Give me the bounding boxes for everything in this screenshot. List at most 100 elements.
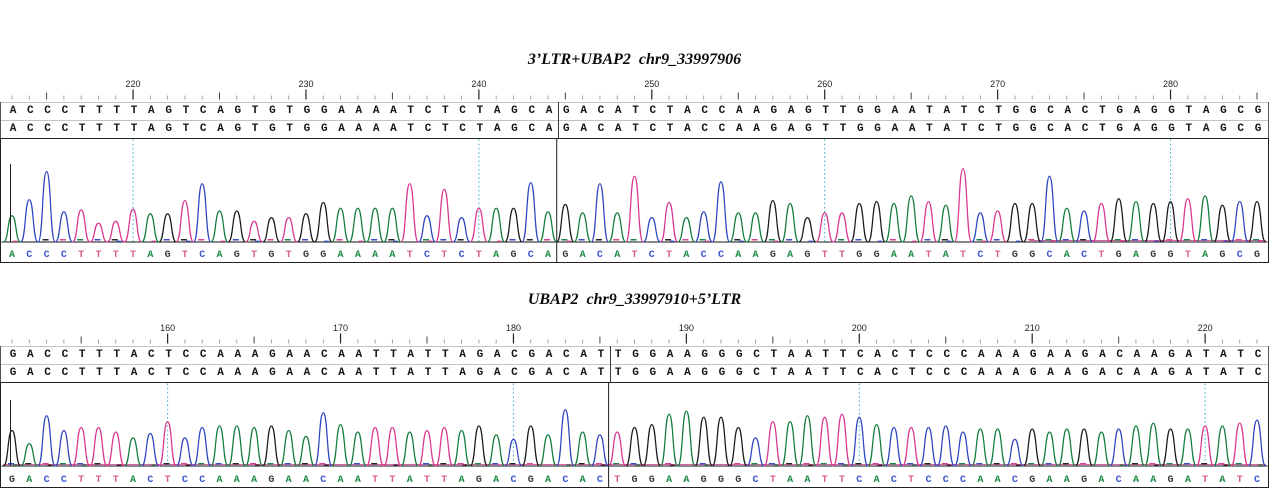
peak-c: [1230, 200, 1249, 243]
baseline-noise-dash: [42, 463, 49, 465]
peak-c: [504, 438, 523, 467]
reference-base: C: [943, 367, 951, 379]
trace-base: C: [649, 250, 655, 261]
trace-base: A: [1133, 250, 1139, 261]
reference-base: A: [338, 105, 345, 117]
reference-base: T: [113, 367, 121, 379]
trace-base: T: [78, 250, 84, 261]
peak-a: [244, 426, 264, 467]
peak-c: [556, 409, 575, 467]
baseline-noise-dash: [59, 463, 66, 465]
reference-base: T: [908, 367, 916, 379]
reference-base: T: [182, 105, 190, 117]
reference-base: A: [891, 105, 899, 117]
baseline-noise-dash: [423, 239, 429, 241]
trace-base: T: [113, 250, 119, 261]
reference-base: A: [217, 349, 224, 361]
peak-g: [850, 202, 869, 243]
reference-base: T: [614, 367, 622, 379]
reference-base: T: [441, 105, 449, 117]
ruler-label: 230: [298, 79, 313, 89]
reference-base: C: [1254, 367, 1262, 379]
trace-base: G: [528, 475, 534, 486]
peak-a: [210, 425, 229, 467]
peak-g: [642, 423, 662, 467]
peak-c: [20, 199, 39, 243]
reference-base: G: [1012, 123, 1020, 135]
peak-a: [780, 202, 800, 243]
peak-a: [1144, 422, 1163, 467]
reference-base: A: [251, 349, 259, 361]
baseline-noise-dash: [704, 240, 710, 242]
peak-a: [486, 434, 506, 467]
peak-a: [988, 428, 1007, 467]
baseline-noise-dash: [457, 239, 464, 241]
trace-base: A: [1064, 250, 1070, 261]
trace-base: C: [718, 250, 724, 261]
baseline-noise-dash: [1045, 239, 1052, 241]
reference-base: C: [182, 349, 190, 361]
reference-base: G: [805, 123, 812, 135]
reference-base: T: [822, 123, 829, 135]
peak-t: [1195, 425, 1215, 467]
peak-a: [1057, 207, 1077, 243]
reference-base: C: [199, 349, 207, 361]
reference-base: A: [943, 105, 951, 117]
peak-a: [573, 212, 592, 243]
peak-t: [1178, 198, 1198, 243]
baseline-noise-dash: [428, 240, 433, 242]
reference-base: G: [528, 349, 536, 361]
trace-base: G: [735, 475, 741, 486]
trace-base: A: [683, 475, 689, 486]
trace-base: C: [943, 475, 949, 486]
trace-base: C: [1237, 250, 1243, 261]
peak-t: [71, 426, 91, 467]
peak-c: [694, 211, 713, 243]
peak-g: [625, 426, 644, 467]
baseline-noise-dash: [941, 239, 948, 241]
reference-base: G: [632, 367, 639, 379]
baseline-noise-dash: [13, 240, 18, 242]
reference-base: G: [1150, 123, 1158, 135]
peak-g: [262, 425, 281, 467]
baseline-noise-dash: [324, 464, 329, 466]
peak-g: [1161, 200, 1180, 243]
peak-g: [2, 429, 22, 467]
baseline-noise-dash: [578, 463, 585, 465]
reference-base: A: [1202, 105, 1210, 117]
baseline-noise-dash: [163, 463, 170, 465]
reference-base: A: [217, 105, 224, 117]
peak-a: [608, 212, 627, 243]
reference-base: A: [1012, 367, 1020, 379]
reference-base: T: [96, 123, 103, 135]
baseline-noise-dash: [544, 239, 551, 241]
reference-base: A: [787, 123, 795, 135]
peak-g: [313, 201, 333, 243]
baseline-noise-dash: [232, 463, 239, 465]
trace-base: A: [787, 475, 793, 486]
baseline-noise-dash: [739, 240, 744, 242]
peak-g: [1074, 428, 1094, 467]
reference-base: C: [978, 123, 985, 135]
trace-base: C: [199, 250, 205, 261]
reference-base: T: [476, 123, 484, 135]
baseline-noise-dash: [163, 239, 170, 241]
baseline-noise-dash: [838, 463, 844, 465]
reference-base: T: [1099, 123, 1106, 135]
baseline-noise-dash: [255, 240, 260, 242]
peak-a: [1178, 428, 1198, 467]
baseline-noise-dash: [371, 239, 378, 241]
baseline-noise-dash: [820, 463, 827, 465]
baseline-noise-dash: [250, 463, 257, 465]
trace-base: G: [268, 250, 274, 261]
reference-base: G: [874, 123, 881, 135]
reference-base: A: [338, 349, 345, 361]
reference-base: C: [649, 123, 657, 135]
peak-g: [521, 425, 541, 467]
reference-base: A: [1047, 349, 1054, 361]
reference-base: A: [355, 367, 363, 379]
peak-a: [780, 420, 800, 467]
reference-base: G: [165, 123, 172, 135]
trace-base: T: [770, 475, 776, 486]
reference-base: T: [926, 105, 933, 117]
